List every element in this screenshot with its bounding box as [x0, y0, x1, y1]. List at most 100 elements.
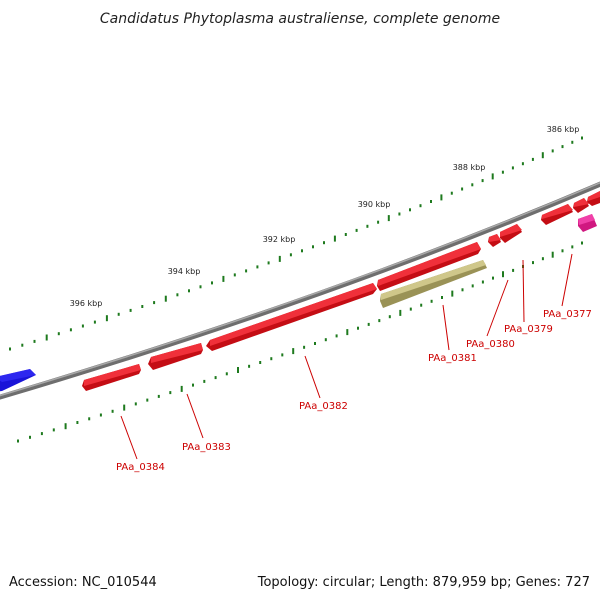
inner-minor-tick [471, 284, 474, 288]
genome-backbone-highlight [0, 181, 600, 397]
inner-minor-tick [561, 249, 564, 253]
inner-minor-tick [99, 413, 102, 417]
kbp-label-394: 394 kbp [168, 267, 201, 276]
inner-minor-tick [367, 322, 370, 326]
gene-paa-0377[interactable] [541, 204, 573, 225]
outer-minor-tick [211, 281, 213, 285]
outer-minor-tick [312, 245, 314, 249]
inner-minor-tick [571, 245, 574, 249]
leader-lines [120, 253, 573, 460]
outer-minor-tick [81, 324, 84, 328]
outer-minor-tick [571, 140, 574, 144]
inner-tick-ring [17, 241, 583, 443]
outer-minor-tick [521, 162, 524, 166]
inner-minor-tick [481, 280, 484, 284]
outer-major-tick [164, 295, 167, 302]
gene-label-paa-0384: PAa_0384 [116, 462, 165, 473]
outer-minor-tick [377, 220, 380, 224]
inner-minor-tick [581, 241, 583, 245]
outer-minor-tick [430, 200, 432, 203]
inner-minor-tick [225, 372, 228, 376]
outer-major-tick [387, 215, 390, 222]
genome-backbone [0, 181, 600, 400]
inner-minor-tick [378, 319, 381, 323]
gene-blue-arrow[interactable] [0, 369, 36, 392]
outer-minor-tick [256, 265, 259, 269]
inner-minor-tick [203, 379, 206, 383]
outer-minor-tick [531, 157, 534, 161]
inner-major-tick [180, 385, 183, 392]
inner-minor-tick [270, 357, 273, 361]
inner-major-tick [551, 251, 554, 258]
outer-minor-tick [267, 261, 270, 265]
outer-minor-tick [141, 305, 144, 308]
outer-minor-tick [233, 273, 236, 277]
inner-minor-tick [259, 361, 262, 364]
gene-red-small-b[interactable] [587, 191, 600, 206]
inner-minor-tick [388, 315, 391, 319]
outer-minor-tick [581, 136, 583, 140]
inner-minor-tick [281, 353, 284, 357]
outer-minor-tick [398, 212, 401, 216]
outer-minor-tick [481, 179, 484, 183]
gene-paa-0380[interactable] [488, 234, 501, 247]
outer-major-tick [541, 152, 544, 159]
inner-minor-tick [146, 398, 149, 402]
kbp-label-386: 386 kbp [547, 125, 580, 134]
outer-minor-tick [323, 241, 325, 245]
inner-minor-tick [532, 261, 534, 265]
outer-minor-tick [93, 320, 96, 324]
inner-major-tick [502, 271, 504, 278]
inner-minor-tick [76, 421, 79, 424]
gene-paa-0384[interactable] [82, 364, 141, 391]
outer-minor-tick [501, 170, 504, 174]
kbp-label-396: 396 kbp [70, 299, 103, 308]
inner-minor-tick [357, 326, 359, 330]
outer-minor-tick [301, 249, 303, 253]
outer-minor-tick [199, 285, 202, 289]
outer-minor-tick [153, 301, 156, 305]
gene-label-paa-0379: PAa_0379 [504, 324, 553, 335]
kbp-label-392: 392 kbp [263, 235, 296, 244]
inner-minor-tick [214, 376, 217, 380]
inner-major-tick [451, 290, 454, 297]
inner-major-tick [64, 423, 67, 430]
inner-minor-tick [492, 276, 494, 280]
gene-pink-box[interactable] [578, 214, 597, 232]
inner-major-tick [346, 329, 349, 336]
gene-paa-0383[interactable] [148, 343, 203, 370]
gene-red-small-a[interactable] [573, 198, 589, 213]
inner-minor-tick [430, 299, 433, 303]
outer-minor-tick [355, 228, 358, 232]
inner-minor-tick [40, 432, 43, 436]
outer-minor-tick [117, 312, 120, 316]
gene-label-paa-0380: PAa_0380 [466, 339, 515, 350]
inner-minor-tick [324, 338, 327, 342]
outer-major-tick [222, 275, 225, 282]
inner-minor-tick [303, 345, 306, 349]
outer-major-tick [45, 334, 48, 341]
inner-minor-tick [17, 439, 19, 443]
gene-paa-0382[interactable] [206, 283, 377, 351]
outer-minor-tick [245, 269, 248, 273]
outer-minor-tick [366, 224, 369, 228]
inner-minor-tick [335, 334, 338, 338]
inner-minor-tick [314, 342, 316, 345]
gene-label-paa-0377: PAa_0377 [543, 309, 592, 320]
gene-paa-0381[interactable] [377, 242, 481, 291]
accession-text: Accession: NC_010544 [9, 575, 157, 590]
inner-minor-tick [441, 296, 443, 299]
gene-label-paa-0383: PAa_0383 [182, 442, 231, 453]
gene-paa-0381-other[interactable] [380, 260, 487, 308]
outer-major-tick [491, 173, 494, 180]
outer-minor-tick [289, 253, 292, 257]
outer-minor-tick [461, 187, 464, 191]
summary-text: Topology: circular; Length: 879,959 bp; … [257, 575, 590, 590]
outer-major-tick [440, 194, 443, 201]
inner-minor-tick [169, 391, 172, 395]
gene-paa-0379[interactable] [500, 224, 522, 243]
outer-major-tick [105, 315, 108, 322]
inner-minor-tick [512, 268, 515, 272]
inner-minor-tick [248, 364, 251, 368]
